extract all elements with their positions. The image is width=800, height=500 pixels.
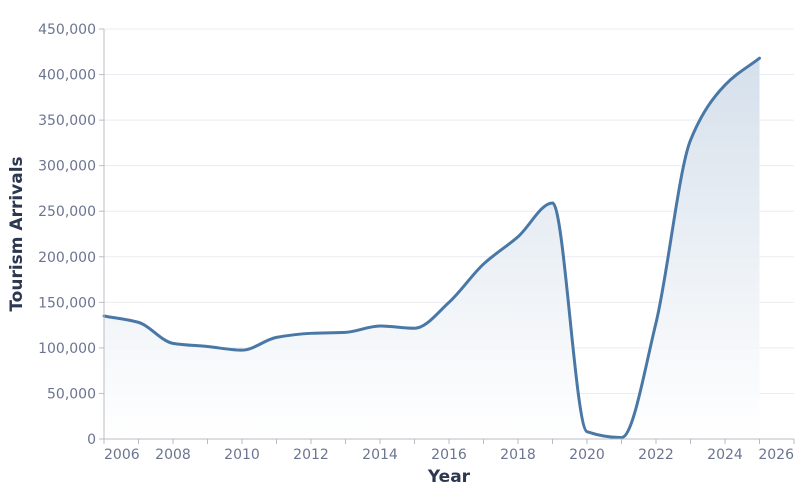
y-tick-label: 400,000 bbox=[38, 68, 96, 84]
series-line bbox=[102, 56, 761, 440]
x-axis-title: Year bbox=[427, 467, 471, 487]
x-tick-label: 2008 bbox=[155, 447, 191, 463]
y-tick-label: 50,000 bbox=[47, 386, 96, 402]
y-tick-label: 0 bbox=[87, 432, 96, 448]
x-tick-label: 2016 bbox=[431, 447, 467, 463]
x-tick-label: 2020 bbox=[569, 447, 605, 463]
y-tick-label: 350,000 bbox=[38, 113, 96, 129]
y-tick-label: 200,000 bbox=[38, 250, 96, 266]
axes bbox=[99, 28, 795, 444]
x-tick-label: 2018 bbox=[500, 447, 536, 463]
x-tick-label: 2012 bbox=[293, 447, 329, 463]
y-tick-label: 250,000 bbox=[38, 204, 96, 220]
x-tick-label: 2010 bbox=[224, 447, 260, 463]
tick-labels: 0 50,000 100,000 150,000 200,000 250,000 300,0… bbox=[38, 22, 794, 463]
x-tick-label: 2014 bbox=[362, 447, 398, 463]
y-tick-label: 300,000 bbox=[38, 159, 96, 175]
x-tick-label: 2006 bbox=[104, 447, 140, 463]
area-path bbox=[104, 58, 760, 440]
y-tick-label: 100,000 bbox=[38, 341, 96, 357]
x-tick-label: 2026 bbox=[758, 447, 794, 463]
y-axis-title: Tourism Arrivals bbox=[7, 156, 27, 311]
data-line bbox=[102, 56, 761, 440]
x-tick-label: 2024 bbox=[707, 447, 743, 463]
x-tick-label: 2022 bbox=[638, 447, 674, 463]
y-tick-label: 450,000 bbox=[38, 22, 96, 38]
y-tick-label: 150,000 bbox=[38, 295, 96, 311]
area-fill bbox=[104, 58, 760, 440]
